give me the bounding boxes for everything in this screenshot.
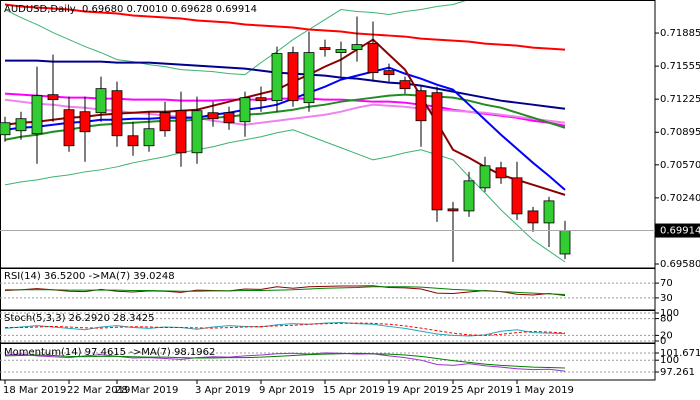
- y-tick-label: 20: [660, 330, 673, 341]
- indicator-line: [4, 322, 566, 337]
- y-tick-label: 0.70895: [660, 127, 700, 138]
- candle-body: [143, 128, 155, 147]
- last-price-box: [655, 223, 700, 238]
- y-tick-label: 100: [660, 355, 679, 366]
- candle-body: [175, 110, 187, 154]
- candle-body: [335, 49, 347, 53]
- y-tick-label: 101.671: [660, 348, 700, 359]
- candle-body: [319, 47, 331, 50]
- candle-body: [511, 177, 523, 215]
- x-tick-label: 1 May 2019: [515, 385, 574, 396]
- main-panel-frame: [0, 0, 656, 269]
- indicator-line: [4, 1, 466, 76]
- ohlc-readout: 0.69680 0.70010 0.69628 0.69914: [82, 4, 257, 15]
- x-tick-label: 18 Mar 2019: [3, 385, 66, 396]
- candle-body: [447, 208, 459, 212]
- y-tick-label: 0.70570: [660, 160, 700, 171]
- x-tick-label: 28 Mar 2019: [115, 385, 178, 396]
- y-tick-label: 0.71885: [660, 28, 700, 39]
- panel: [0, 282, 655, 299]
- candle-body: [303, 52, 315, 104]
- candle-body: [527, 210, 539, 224]
- y-tick-label: 0.71225: [660, 94, 700, 105]
- indicator-line: [5, 59, 566, 110]
- candle-body: [463, 180, 475, 212]
- panel: [0, 312, 655, 342]
- x-tick-label: 9 Apr 2019: [259, 385, 314, 396]
- candle-body: [95, 88, 107, 114]
- candle-body: [351, 44, 363, 50]
- candle-body: [191, 110, 203, 154]
- indicator-line: [4, 66, 566, 191]
- candle-body: [399, 80, 411, 90]
- panel: [0, 352, 655, 373]
- x-tick-label: 3 Apr 2019: [195, 385, 250, 396]
- momentum-title: Momentum(14) 97.4615 ->MA(7) 98.1962: [4, 347, 215, 358]
- chart-title: AUDUSD,Daily: [4, 4, 76, 15]
- indicator-line: [5, 286, 566, 296]
- x-tick-label: 25 Apr 2019: [451, 385, 513, 396]
- candle-body: [383, 70, 395, 76]
- y-tick-label: 0: [660, 336, 666, 347]
- candle-body: [159, 112, 171, 132]
- momentum-panel-frame: [0, 343, 656, 381]
- indicator-line: [4, 93, 566, 141]
- panel: [0, 1, 571, 263]
- x-tick-label: 15 Apr 2019: [323, 385, 385, 396]
- stoch-title: Stoch(5,3,3) 26.2920 28.3425: [4, 313, 155, 324]
- candle-body: [287, 52, 299, 102]
- y-tick-label: 70: [660, 278, 673, 289]
- indicator-line: [4, 3, 566, 51]
- indicator-line: [4, 352, 566, 372]
- candle-body: [0, 122, 11, 136]
- candle-body: [367, 43, 379, 74]
- candle-body: [31, 95, 43, 135]
- candle-body: [559, 230, 571, 255]
- y-tick-label: 30: [660, 293, 673, 304]
- candle-body: [255, 97, 267, 102]
- candle-body: [207, 112, 219, 120]
- y-tick-label: 0.70240: [660, 193, 700, 204]
- candle-body: [239, 97, 251, 123]
- indicator-line: [4, 352, 566, 369]
- candle-body: [47, 94, 59, 101]
- last-price-label: 0.69914: [660, 226, 700, 237]
- candle-body: [111, 90, 123, 137]
- candle-body: [495, 167, 507, 179]
- candle-body: [479, 165, 491, 189]
- y-tick-label: 100: [660, 308, 679, 319]
- candle-body: [415, 90, 427, 122]
- indicator-line: [4, 38, 566, 196]
- indicator-line: [5, 322, 566, 336]
- candle-body: [79, 111, 91, 133]
- x-tick-label: 19 Apr 2019: [387, 385, 449, 396]
- candle-body: [63, 109, 75, 147]
- candle-body: [271, 53, 283, 102]
- candle-body: [223, 112, 235, 124]
- y-tick-label: 97.261: [660, 367, 695, 378]
- candle-body: [15, 118, 27, 132]
- candle-body: [127, 135, 139, 147]
- indicator-line: [4, 129, 566, 263]
- y-tick-label: 0.71555: [660, 61, 700, 72]
- rsi-title: RSI(14) 36.5200 ->MA(7) 39.0248: [4, 271, 175, 282]
- candle-body: [431, 92, 443, 211]
- y-tick-label: 80: [660, 314, 673, 325]
- y-tick-label: 0.69580: [660, 259, 700, 270]
- x-tick-label: 22 Mar 2019: [67, 385, 130, 396]
- candle-body: [543, 200, 555, 224]
